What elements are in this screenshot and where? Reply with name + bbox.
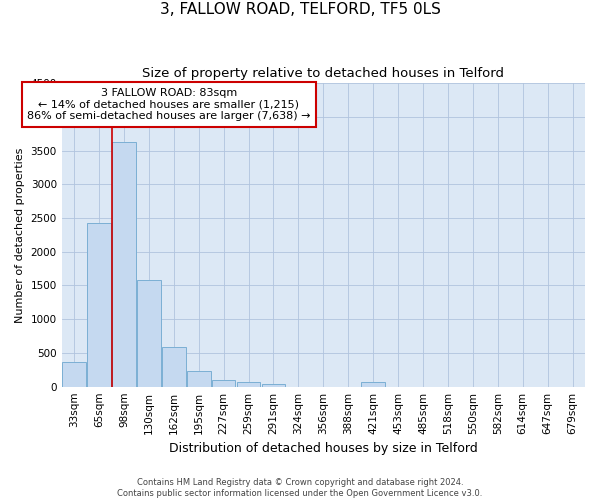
Bar [212,380,235,386]
Text: 3 FALLOW ROAD: 83sqm
← 14% of detached houses are smaller (1,215)
86% of semi-de: 3 FALLOW ROAD: 83sqm ← 14% of detached h… [27,88,311,121]
Text: Contains HM Land Registry data © Crown copyright and database right 2024.
Contai: Contains HM Land Registry data © Crown c… [118,478,482,498]
Bar [137,280,161,386]
Bar [162,347,185,387]
Bar [112,142,136,386]
X-axis label: Distribution of detached houses by size in Telford: Distribution of detached houses by size … [169,442,478,455]
Text: 3, FALLOW ROAD, TELFORD, TF5 0LS: 3, FALLOW ROAD, TELFORD, TF5 0LS [160,2,440,18]
Title: Size of property relative to detached houses in Telford: Size of property relative to detached ho… [142,68,505,80]
Bar [262,384,286,386]
Bar [361,382,385,386]
Bar [62,362,86,386]
Bar [237,382,260,386]
Bar [187,372,211,386]
Y-axis label: Number of detached properties: Number of detached properties [15,147,25,322]
Bar [87,224,111,386]
